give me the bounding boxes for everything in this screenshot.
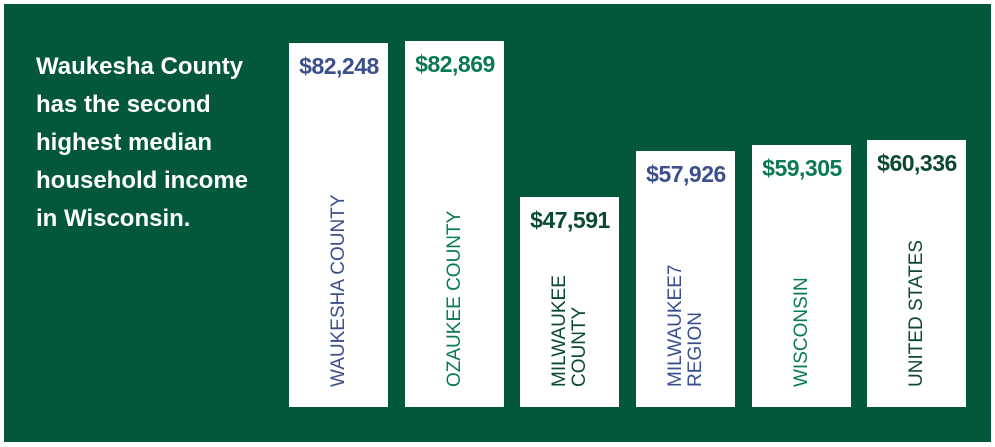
bar [867,140,966,407]
value-label: $47,591 [530,206,610,233]
chart: Waukesha County has the second highest m… [4,4,991,442]
category-label: UNITED STATES [905,239,927,387]
bar [752,144,851,407]
value-label: $57,926 [646,160,726,187]
category-label: MILWAUKEE7 REGION [664,264,706,387]
value-label: $82,248 [299,53,379,80]
bar [289,43,388,407]
bar [405,40,504,407]
category-label: OZAUKEE COUNTY [443,210,465,387]
category-label: MILWAUKEE COUNTY [548,275,590,387]
category-label: WISCONSIN [790,277,812,387]
value-label: $59,305 [762,154,842,181]
category-label: WAUKESHA COUNTY [327,194,349,388]
chart-title: Waukesha County has the second highest m… [36,53,249,232]
value-label: $60,336 [877,150,957,177]
bar [520,196,619,407]
value-label: $82,869 [415,50,495,77]
bar [636,150,735,407]
